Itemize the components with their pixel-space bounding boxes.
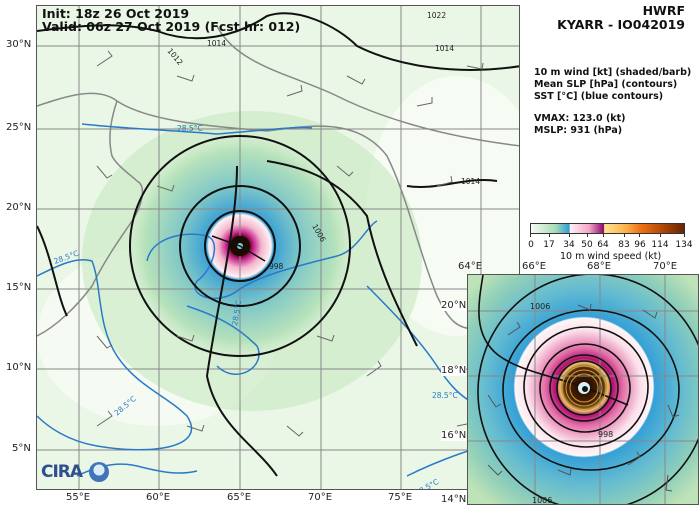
cb-label-34: 34 <box>563 240 575 250</box>
inset-lat-20n: 20°N <box>441 300 467 311</box>
cb-tick <box>660 234 661 237</box>
main-map: 1012 1014 1022 1014 1014 1006 998 28.5°C… <box>36 5 520 490</box>
inset-lon-68e: 68°E <box>587 261 612 272</box>
lat-label-15n: 15°N <box>6 282 32 293</box>
lon-label-75e: 75°E <box>388 492 413 503</box>
svg-text:1014: 1014 <box>461 177 480 186</box>
init-time: Init: 18z 26 Oct 2019 <box>42 6 190 21</box>
inset-lat-18n: 18°N <box>441 365 467 376</box>
legend-slp: Mean SLP [hPa] (contours) <box>534 79 678 90</box>
legend-sst: SST [°C] (blue contours) <box>534 91 664 102</box>
svg-text:1022: 1022 <box>427 11 446 20</box>
inset-lat-14n: 14°N <box>441 494 467 505</box>
cb-tick <box>603 234 604 237</box>
wind-colorbar <box>530 223 685 234</box>
model-name: HWRF <box>642 3 685 18</box>
cb-tick <box>549 234 550 237</box>
legend-wind: 10 m wind [kt] (shaded/barb) <box>534 67 692 78</box>
inset-lon-66e: 66°E <box>522 261 547 272</box>
inset-lat-16n: 16°N <box>441 430 467 441</box>
lat-label-25n: 25°N <box>6 122 32 133</box>
lat-label-30n: 30°N <box>6 39 32 50</box>
svg-text:1014: 1014 <box>207 39 226 48</box>
cira-logo-text: CIRA <box>41 462 83 482</box>
cb-label-114: 114 <box>651 240 669 250</box>
cira-logo: CIRA <box>41 462 109 482</box>
inset-lon-64e: 64°E <box>458 261 483 272</box>
cb-tick <box>624 234 625 237</box>
cb-tick <box>639 234 640 237</box>
lat-label-20n: 20°N <box>6 202 32 213</box>
lon-label-55e: 55°E <box>66 492 91 503</box>
cb-tick <box>569 234 570 237</box>
lat-label-10n: 10°N <box>6 362 32 373</box>
cb-label-50: 50 <box>581 240 593 250</box>
cira-globe-icon <box>88 462 109 482</box>
cb-tick <box>587 234 588 237</box>
colorbar-panel <box>520 212 699 274</box>
main-map-graphics: 1012 1014 1022 1014 1014 1006 998 28.5°C… <box>37 6 519 490</box>
cb-label-96: 96 <box>634 240 646 250</box>
cb-label-0: 0 <box>528 240 534 250</box>
mslp-value: MSLP: 931 (hPa) <box>534 125 623 136</box>
vmax-value: VMAX: 123.0 (kt) <box>534 113 626 124</box>
svg-text:28.5°C: 28.5°C <box>230 299 243 326</box>
cb-label-83: 83 <box>618 240 630 250</box>
storm-name: KYARR - IO042019 <box>557 17 685 32</box>
cb-label-134: 134 <box>675 240 693 250</box>
svg-text:28.5°C: 28.5°C <box>177 124 203 133</box>
valid-time: Valid: 06z 27 Oct 2019 (Fcst hr: 012) <box>42 19 301 34</box>
inset-map-graphics: 1006 998 1006 <box>468 275 698 505</box>
inset-map: 1006 998 1006 <box>467 274 699 505</box>
colorbar-title: 10 m wind speed (kt) <box>560 251 662 262</box>
cb-label-17: 17 <box>543 240 555 250</box>
svg-text:28.5°C: 28.5°C <box>432 391 458 400</box>
inset-lon-70e: 70°E <box>653 261 678 272</box>
cb-tick <box>684 234 685 237</box>
lon-label-70e: 70°E <box>308 492 333 503</box>
svg-text:998: 998 <box>598 430 613 439</box>
lat-label-5n: 5°N <box>12 443 31 454</box>
svg-text:28.5°C: 28.5°C <box>414 477 441 490</box>
cb-tick <box>530 234 531 237</box>
svg-text:1014: 1014 <box>435 44 454 53</box>
svg-text:998: 998 <box>269 262 284 271</box>
svg-text:1006: 1006 <box>532 496 552 505</box>
lon-label-60e: 60°E <box>146 492 171 503</box>
legend-box: 10 m wind [kt] (shaded/barb) Mean SLP [h… <box>532 65 694 139</box>
svg-text:1006: 1006 <box>530 302 550 311</box>
lon-label-65e: 65°E <box>227 492 252 503</box>
cb-label-64: 64 <box>597 240 609 250</box>
